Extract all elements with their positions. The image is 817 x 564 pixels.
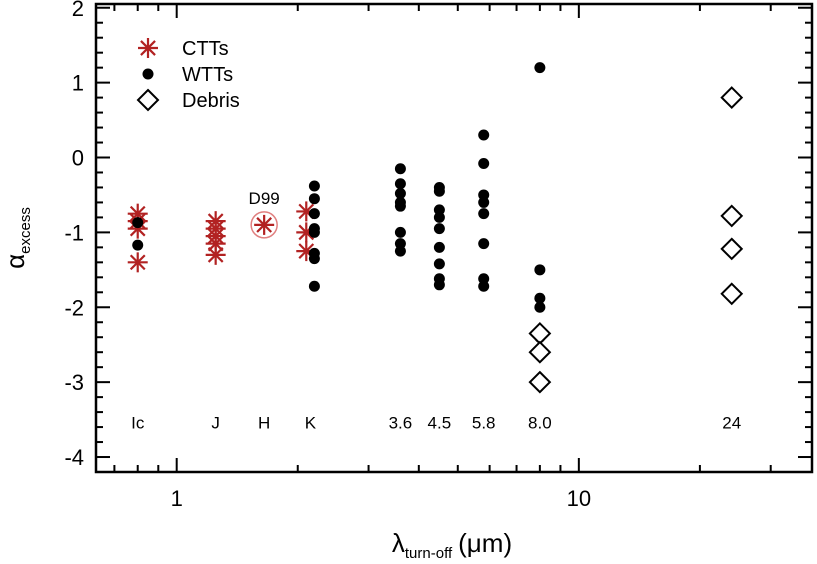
- wtt-point: [433, 279, 445, 291]
- wtt-point: [394, 163, 406, 175]
- band-label: Ic: [131, 414, 145, 433]
- y-tick-label: -3: [64, 370, 84, 395]
- debris-point: [720, 204, 744, 228]
- ctt-point: [127, 252, 148, 273]
- wtt-point: [394, 226, 406, 238]
- y-axis: 2 1 0 -1 -2 -3 -4: [64, 0, 812, 473]
- wtt-point: [433, 211, 445, 223]
- asterisk-stroke: [256, 217, 273, 233]
- x-axis-title-subscript: turn-off: [405, 545, 453, 562]
- legend-marker-wtts: [142, 68, 154, 80]
- wtt-point: [534, 264, 546, 276]
- debris-point: [720, 237, 744, 261]
- wtt-point: [132, 217, 144, 229]
- y-tick-label: 1: [72, 71, 84, 96]
- debris-point: [720, 86, 744, 110]
- wtt-point: [534, 292, 546, 304]
- x-axis-title: λturn-off (μm): [392, 528, 512, 562]
- asterisk-stroke: [140, 40, 156, 56]
- d99-highlight-circle: [250, 211, 278, 239]
- wtt-point: [433, 258, 445, 270]
- debris-point: [528, 370, 552, 394]
- wtt-point: [308, 193, 320, 205]
- legend-marker-debris: [136, 88, 160, 112]
- legend-label: WTTs: [182, 64, 233, 86]
- legend-label: CTTs: [182, 38, 229, 60]
- band-label: 4.5: [428, 414, 452, 433]
- debris-point: [528, 322, 552, 345]
- y-tick-label: -4: [64, 445, 84, 470]
- wtt-point: [394, 187, 406, 199]
- series-debris: [528, 86, 744, 394]
- ctt-point: [254, 214, 275, 235]
- asterisk-stroke: [129, 254, 146, 271]
- annotation-label: D99: [249, 189, 280, 208]
- wtt-point: [433, 223, 445, 235]
- debris-point: [528, 340, 552, 364]
- x-tick-label: 1: [171, 486, 183, 511]
- wtt-point: [478, 157, 490, 169]
- ctt-point: [205, 244, 226, 265]
- band-label: 3.6: [389, 414, 413, 433]
- legend-marker-ctts: [138, 38, 158, 58]
- asterisk-stroke: [298, 203, 315, 220]
- y-axis-title-subscript: excess: [17, 207, 34, 254]
- wtt-point: [478, 196, 490, 208]
- wtt-point: [534, 62, 546, 74]
- y-tick-label: 0: [72, 146, 84, 171]
- wtt-point: [534, 301, 546, 313]
- wtt-point: [308, 280, 320, 292]
- ctt-point: [205, 233, 226, 254]
- wtt-point: [394, 178, 406, 190]
- wtt-point: [394, 245, 406, 257]
- debris-point: [720, 282, 744, 306]
- x-axis-title-symbol: λ: [392, 528, 405, 558]
- legend: CTTs WTTs Debris: [136, 38, 240, 112]
- y-tick-label: -2: [64, 295, 84, 320]
- wtt-point: [132, 239, 144, 251]
- x-axis-title-unit: (μm): [458, 528, 512, 558]
- wtt-point: [308, 208, 320, 220]
- series-wtts: [132, 62, 546, 343]
- wtt-point: [433, 241, 445, 253]
- wtt-point: [308, 226, 320, 238]
- y-axis-title: αexcess: [0, 207, 34, 269]
- x-tick-label: 10: [567, 486, 591, 511]
- band-label: J: [211, 414, 220, 433]
- wtt-point: [478, 208, 490, 220]
- series-ctts: [127, 201, 317, 273]
- band-label: 8.0: [528, 414, 552, 433]
- plot-frame: [94, 2, 814, 474]
- wtt-point: [478, 280, 490, 292]
- x-axis: 1 10: [113, 4, 772, 511]
- wtt-point: [478, 129, 490, 141]
- asterisk-stroke: [298, 243, 315, 259]
- band-label: 5.8: [472, 414, 496, 433]
- asterisk-stroke: [207, 235, 224, 252]
- band-label: H: [258, 414, 270, 433]
- annotations: D99: [249, 189, 280, 208]
- band-labels: Ic J H K 3.6 4.5 5.8 8.0 24: [131, 414, 741, 433]
- wtt-point: [433, 185, 445, 197]
- legend-label: Debris: [182, 90, 240, 112]
- wtt-point: [308, 253, 320, 265]
- band-label: 24: [722, 414, 741, 433]
- y-axis-title-symbol: α: [0, 254, 30, 269]
- y-tick-label: 2: [72, 0, 84, 21]
- wtt-point: [394, 200, 406, 212]
- band-label: K: [305, 414, 317, 433]
- data-series: [127, 62, 744, 394]
- y-tick-label: -1: [64, 220, 84, 245]
- wtt-point: [478, 238, 490, 250]
- asterisk-stroke: [207, 246, 224, 263]
- wtt-point: [308, 180, 320, 192]
